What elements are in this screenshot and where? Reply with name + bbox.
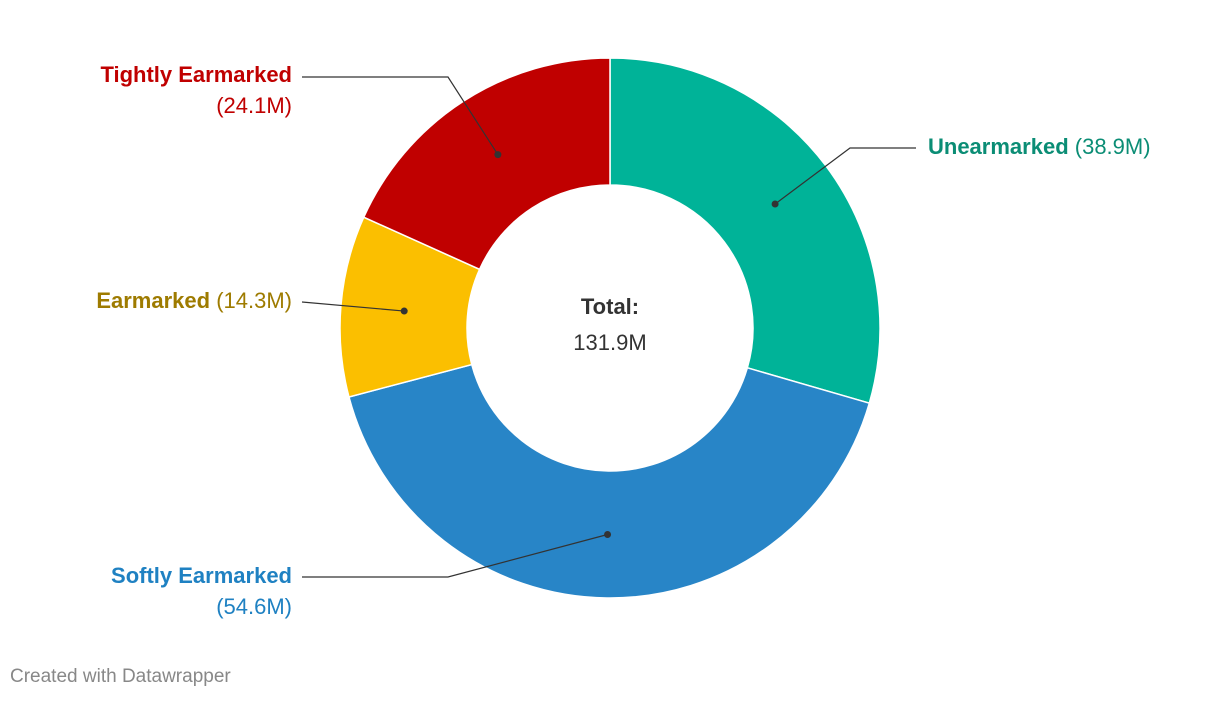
footer-credit: Created with Datawrapper: [10, 666, 231, 687]
donut-slice-softly-earmarked: [348, 363, 871, 599]
slice-label-value: (38.9M): [1069, 134, 1151, 159]
leader-dot: [494, 151, 502, 159]
donut-slice-tightly-earmarked: [362, 57, 611, 271]
slice-label-name: Tightly Earmarked: [100, 62, 292, 87]
donut-slices: [339, 57, 881, 599]
leader-dot: [400, 307, 408, 315]
slice-label-softly-earmarked: Softly Earmarked (54.6M): [111, 563, 292, 619]
slice-label-value: (24.1M): [216, 93, 292, 118]
leader-line: [302, 76, 499, 155]
leader-line: [301, 301, 405, 312]
donut-slice-unearmarked: [609, 57, 881, 405]
slice-label-name: Softly Earmarked: [111, 563, 292, 588]
label-leader-lines: [301, 76, 916, 578]
slice-label-name: Earmarked: [96, 288, 210, 313]
slice-label-value: (14.3M): [210, 288, 292, 313]
slice-labels: Unearmarked (38.9M) Softly Earmarked (54.6…: [96, 62, 1150, 619]
slice-label-tightly-earmarked: Tightly Earmarked (24.1M): [100, 62, 292, 118]
center-total-value: 131.9M: [573, 330, 646, 355]
slice-label-unearmarked: Unearmarked (38.9M): [928, 134, 1151, 159]
slice-label-name: Unearmarked: [928, 134, 1069, 159]
leader-line: [302, 533, 608, 578]
leader-dot: [771, 200, 779, 208]
leader-line: [774, 147, 916, 205]
center-total-title: Total:: [581, 294, 639, 319]
slice-label-earmarked: Earmarked (14.3M): [96, 288, 292, 313]
slice-label-value: (54.6M): [216, 594, 292, 619]
leader-dot: [604, 530, 612, 538]
